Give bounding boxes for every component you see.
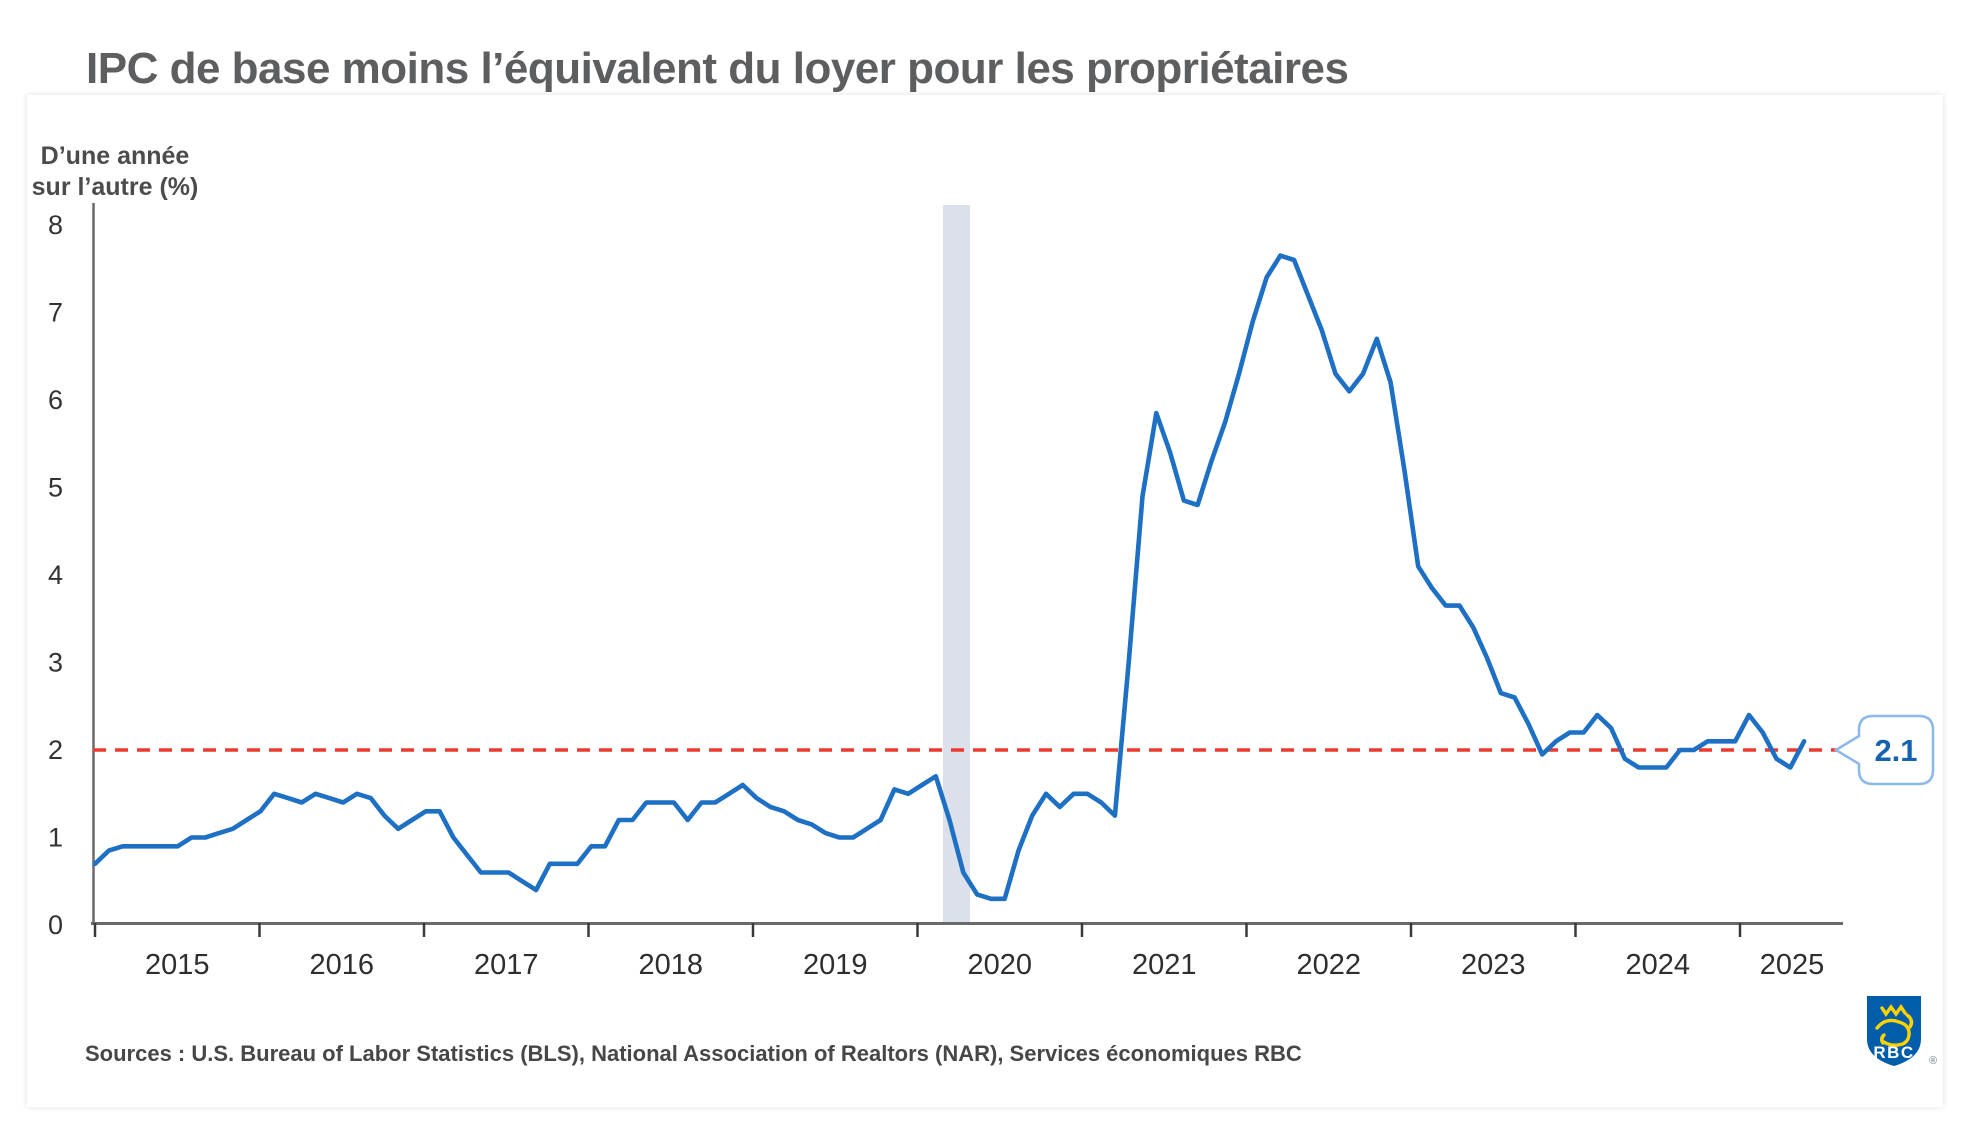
rbc-logo: RBC bbox=[1867, 996, 1921, 1066]
y-tick-label: 5 bbox=[48, 473, 63, 503]
page-title: IPC de base moins l’équivalent du loyer … bbox=[86, 44, 1349, 93]
y-axis-unit-line1: D’une année bbox=[40, 142, 190, 170]
x-year-label: 2016 bbox=[310, 949, 375, 981]
y-tick-labels: 0 1 2 3 4 5 6 7 8 bbox=[48, 210, 63, 940]
y-tick-label: 7 bbox=[48, 298, 63, 328]
y-tick-label: 1 bbox=[48, 823, 63, 853]
recession-band bbox=[943, 205, 970, 923]
x-year-label: 2015 bbox=[145, 949, 210, 981]
y-axis-unit-line2: sur l’autre (%) bbox=[31, 173, 199, 201]
y-tick-label: 8 bbox=[48, 210, 63, 240]
rbc-logo-text: RBC bbox=[1873, 1043, 1914, 1062]
x-year-label: 2025 bbox=[1760, 949, 1825, 981]
x-year-label: 2024 bbox=[1626, 949, 1691, 981]
x-year-label: 2022 bbox=[1297, 949, 1362, 981]
y-tick-label: 2 bbox=[48, 735, 63, 765]
registered-mark: ® bbox=[1929, 1055, 1938, 1067]
x-year-label: 2019 bbox=[803, 949, 868, 981]
sources-text: Sources : U.S. Bureau of Labor Statistic… bbox=[85, 1041, 1302, 1066]
y-tick-label: 3 bbox=[48, 648, 63, 678]
rbc-lion-icon bbox=[1875, 1004, 1914, 1047]
y-axis-unit-label: D’une année sur l’autre (%) bbox=[25, 141, 205, 203]
x-year-label: 2021 bbox=[1132, 949, 1197, 981]
x-year-label: 2023 bbox=[1461, 949, 1526, 981]
y-tick-label: 4 bbox=[48, 560, 63, 590]
chart-card: D’une année sur l’autre (%) 0 1 2 3 4 5 6 7 8 20… bbox=[27, 95, 1943, 1107]
x-ticks bbox=[93, 923, 1742, 937]
x-year-label: 2020 bbox=[968, 949, 1033, 981]
x-year-label: 2018 bbox=[639, 949, 704, 981]
y-tick-label: 6 bbox=[48, 385, 63, 415]
series-line bbox=[92, 253, 1807, 902]
x-year-labels: 2015 2016 2017 2018 2019 2020 2021 2022 2023 2024… bbox=[145, 949, 1824, 981]
callout-value: 2.1 bbox=[1874, 733, 1917, 768]
last-value-callout: 2.1 bbox=[1833, 714, 1935, 786]
callout-bubble bbox=[1833, 714, 1935, 786]
x-year-label: 2017 bbox=[474, 949, 539, 981]
y-tick-label: 0 bbox=[48, 910, 63, 940]
